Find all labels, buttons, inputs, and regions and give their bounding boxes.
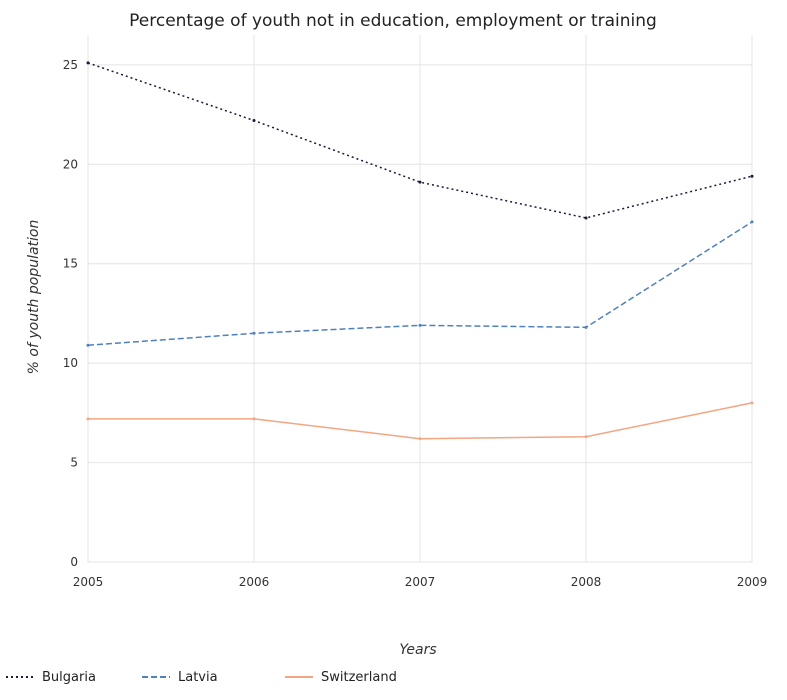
data-point [750,401,754,405]
x-tick-label: 2005 [73,575,104,589]
data-point [252,331,256,335]
data-point [86,343,90,347]
data-point [252,417,256,421]
series-line-latvia [87,221,753,346]
y-tick-label: 5 [70,456,78,470]
legend-label: Latvia [178,670,218,685]
series-group [86,61,754,441]
y-tick-label: 25 [63,58,78,72]
legend-label: Bulgaria [42,670,96,685]
y-axis: 0 5 10 15 20 25 [63,58,78,569]
x-tick-label: 2006 [239,575,270,589]
x-tick-label: 2008 [571,575,602,589]
y-tick-label: 15 [63,257,78,271]
data-point [584,435,588,439]
legend-label: Switzerland [321,670,397,685]
x-tick-label: 2007 [405,575,436,589]
data-point [418,180,422,184]
data-point [86,61,90,65]
x-axis: 2005 2006 2007 2008 2009 [73,575,768,589]
x-axis-label: Years [399,642,436,658]
data-point [418,323,422,327]
data-point [584,216,588,220]
chart-title: Percentage of youth not in education, em… [129,11,657,31]
x-tick-label: 2009 [737,575,768,589]
data-point [86,417,90,421]
data-point [750,220,754,224]
y-tick-label: 20 [63,157,78,171]
y-tick-label: 0 [70,555,78,569]
data-point [750,174,754,178]
y-axis-label: % of youth population [26,220,42,375]
y-tick-label: 10 [63,356,78,370]
data-point [252,119,256,123]
legend: Bulgaria Latvia Switzerland [6,670,397,685]
data-point [418,437,422,441]
grid [87,35,753,563]
data-point [584,325,588,329]
